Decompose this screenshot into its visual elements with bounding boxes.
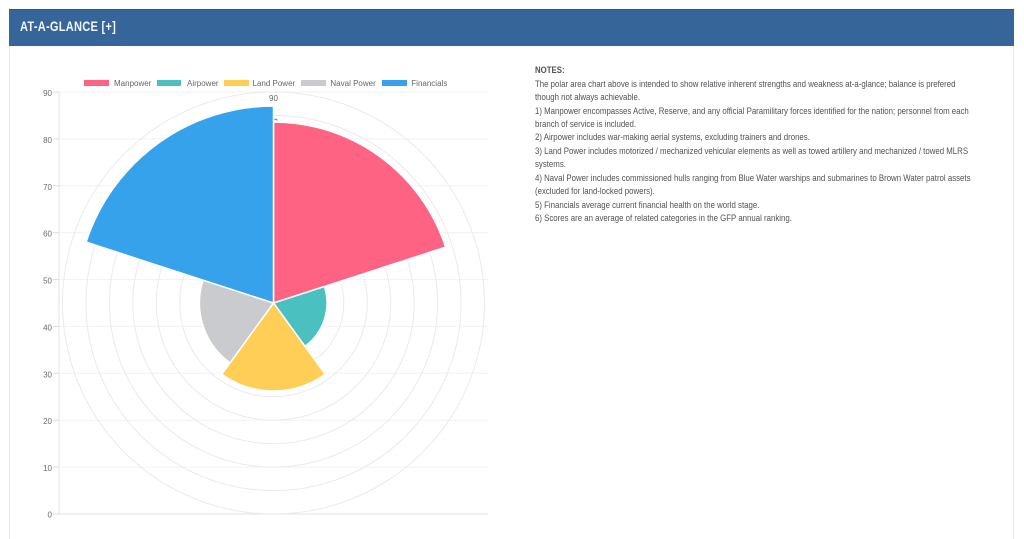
svg-text:10: 10 [43, 464, 52, 473]
svg-text:50: 50 [43, 277, 52, 286]
svg-text:0: 0 [48, 511, 53, 520]
svg-text:70: 70 [43, 183, 52, 192]
svg-text:30: 30 [43, 370, 52, 379]
svg-text:60: 60 [43, 230, 52, 239]
svg-text:90: 90 [269, 94, 278, 103]
svg-text:80: 80 [43, 136, 52, 145]
svg-text:20: 20 [43, 417, 52, 426]
svg-text:90: 90 [43, 89, 52, 98]
svg-text:40: 40 [43, 323, 52, 332]
